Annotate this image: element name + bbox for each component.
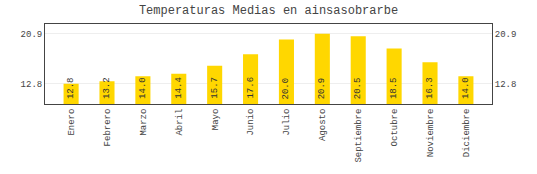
svg-text:Mayo: Mayo [211, 109, 221, 131]
svg-text:20.5: 20.5 [353, 78, 363, 100]
svg-text:Septiembre: Septiembre [354, 109, 364, 163]
svg-text:20.0: 20.0 [281, 78, 291, 100]
svg-text:12.8: 12.8 [66, 77, 76, 99]
svg-text:Abril: Abril [175, 109, 185, 136]
svg-text:20.9: 20.9 [495, 30, 517, 40]
svg-text:Febrero: Febrero [103, 109, 113, 147]
svg-text:Enero: Enero [67, 109, 77, 136]
svg-text:Junio: Junio [246, 109, 256, 136]
svg-text:Marzo: Marzo [139, 109, 149, 136]
svg-text:12.8: 12.8 [21, 80, 43, 90]
svg-text:Diciembre: Diciembre [462, 109, 472, 158]
svg-text:Octubre: Octubre [390, 109, 400, 147]
svg-text:17.6: 17.6 [246, 77, 256, 99]
svg-text:16.3: 16.3 [425, 77, 435, 99]
svg-text:13.2: 13.2 [102, 77, 112, 99]
svg-text:Agosto: Agosto [318, 109, 328, 141]
svg-text:Noviembre: Noviembre [426, 109, 436, 158]
svg-text:14.0: 14.0 [461, 77, 471, 99]
svg-text:20.9: 20.9 [317, 78, 327, 100]
svg-text:Temperaturas Medias en ainsaso: Temperaturas Medias en ainsasobrarbe [139, 4, 398, 18]
svg-text:12.8: 12.8 [495, 80, 517, 90]
svg-text:18.5: 18.5 [389, 78, 399, 100]
svg-text:15.7: 15.7 [210, 77, 220, 99]
svg-text:14.4: 14.4 [174, 77, 184, 99]
svg-text:14.0: 14.0 [138, 77, 148, 99]
svg-text:20.9: 20.9 [21, 30, 43, 40]
svg-text:Julio: Julio [282, 109, 292, 136]
